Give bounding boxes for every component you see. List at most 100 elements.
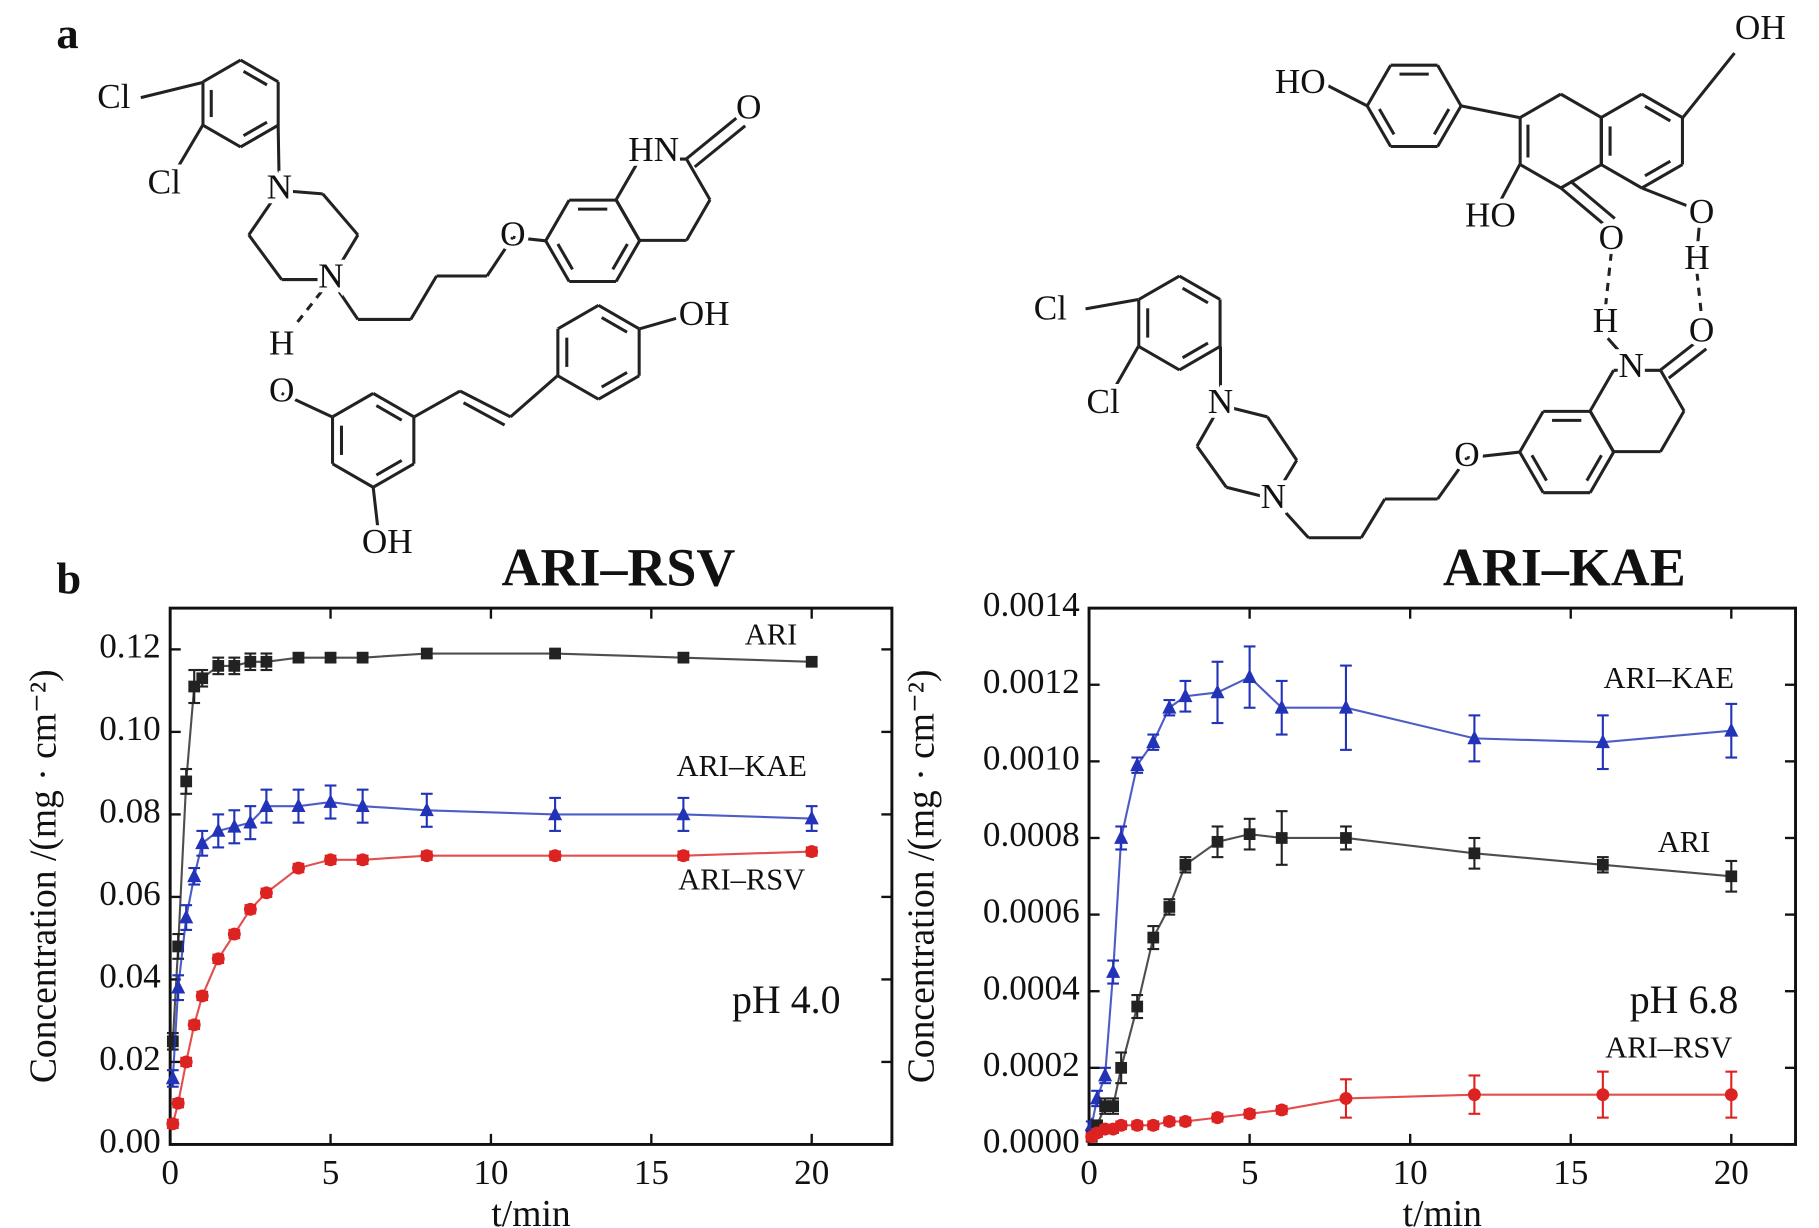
atom-label: OH bbox=[1735, 8, 1786, 47]
bond bbox=[693, 124, 747, 169]
marker bbox=[179, 909, 194, 924]
marker bbox=[1725, 870, 1738, 883]
marker bbox=[1091, 1119, 1103, 1132]
marker bbox=[548, 849, 562, 863]
marker bbox=[676, 849, 690, 863]
bond bbox=[556, 243, 574, 271]
bond bbox=[372, 462, 415, 489]
bond bbox=[1644, 159, 1672, 178]
marker bbox=[195, 989, 209, 1003]
bond bbox=[140, 80, 204, 100]
marker bbox=[1178, 688, 1193, 703]
series-label: ARI–KAE bbox=[676, 749, 806, 783]
marker bbox=[259, 886, 273, 900]
bond bbox=[485, 236, 515, 277]
marker bbox=[259, 797, 274, 813]
marker bbox=[549, 647, 561, 660]
bond bbox=[1085, 297, 1139, 311]
marker bbox=[187, 1018, 201, 1032]
bond bbox=[544, 240, 571, 283]
bond bbox=[329, 234, 360, 281]
y-axis-label: Concentration /(mg · cm⁻²) bbox=[901, 669, 942, 1083]
marker bbox=[1131, 1000, 1144, 1013]
bond bbox=[1559, 186, 1607, 227]
bond bbox=[1436, 64, 1463, 107]
marker bbox=[188, 680, 201, 693]
marker bbox=[805, 655, 818, 668]
bond bbox=[239, 58, 279, 84]
x-tick-label: 0 bbox=[1080, 1153, 1098, 1192]
annotation: pH 6.8 bbox=[1630, 977, 1739, 1022]
marker bbox=[1098, 1067, 1113, 1082]
series-label: ARI–RSV bbox=[678, 863, 805, 897]
marker bbox=[1243, 828, 1256, 841]
atom-label: OH bbox=[679, 294, 730, 333]
data-line bbox=[171, 800, 812, 1079]
bond bbox=[685, 158, 712, 201]
bond bbox=[1360, 498, 1387, 539]
y-tick-label: 0.04 bbox=[99, 957, 161, 996]
marker bbox=[1099, 1100, 1111, 1113]
marker bbox=[1179, 858, 1192, 871]
marker bbox=[291, 797, 306, 813]
data-line bbox=[171, 850, 812, 1125]
marker bbox=[1596, 1088, 1610, 1102]
x-tick-label: 5 bbox=[322, 1153, 340, 1192]
bond bbox=[459, 389, 512, 419]
marker bbox=[420, 849, 434, 863]
marker bbox=[187, 868, 202, 883]
y-tick-label: 0.0010 bbox=[983, 738, 1080, 777]
marker bbox=[1242, 668, 1257, 683]
series-label: ARI–RSV bbox=[1605, 1031, 1732, 1065]
atom-label: H bbox=[1593, 301, 1618, 340]
bond bbox=[413, 389, 461, 419]
y-tick-label: 0.0000 bbox=[983, 1122, 1080, 1161]
atom-label: HN bbox=[628, 130, 679, 169]
marker bbox=[676, 806, 691, 821]
bond bbox=[281, 391, 333, 419]
marker bbox=[227, 927, 241, 941]
atom-label: N bbox=[1261, 477, 1286, 516]
marker bbox=[355, 797, 370, 813]
y-tick-label: 0.06 bbox=[99, 874, 161, 913]
atom-label: HO bbox=[1465, 196, 1516, 235]
marker bbox=[1162, 1115, 1176, 1128]
marker bbox=[244, 655, 257, 668]
marker bbox=[1724, 722, 1739, 737]
atom-label: Cl bbox=[1087, 382, 1120, 421]
marker bbox=[1275, 1103, 1289, 1117]
bond bbox=[557, 304, 600, 331]
plot-frame bbox=[1087, 606, 1797, 1146]
bond bbox=[1272, 497, 1310, 539]
bond bbox=[372, 392, 415, 419]
marker bbox=[1146, 1118, 1160, 1132]
atom-label: Cl bbox=[97, 77, 130, 116]
atom-label: H bbox=[269, 324, 294, 363]
y-tick-label: 0.00 bbox=[99, 1122, 161, 1161]
bond bbox=[279, 188, 323, 196]
bond bbox=[375, 459, 403, 477]
bond bbox=[509, 374, 559, 418]
bond bbox=[512, 235, 546, 243]
data-line bbox=[1090, 675, 1732, 1126]
bond bbox=[239, 123, 279, 149]
marker bbox=[1210, 684, 1225, 699]
bond bbox=[1603, 252, 1613, 308]
atom-label: Cl bbox=[148, 163, 181, 202]
x-tick-label: 10 bbox=[1393, 1153, 1428, 1192]
plot-frame bbox=[168, 606, 894, 1146]
marker bbox=[1340, 832, 1352, 844]
bond bbox=[614, 198, 641, 242]
marker bbox=[1178, 1115, 1192, 1128]
x-tick-label: 15 bbox=[634, 1153, 669, 1192]
marker bbox=[211, 822, 226, 837]
panel-label: a bbox=[56, 8, 78, 58]
bond bbox=[1225, 485, 1274, 501]
bond bbox=[1695, 272, 1704, 318]
marker bbox=[1274, 699, 1289, 714]
atom-label: N bbox=[1619, 346, 1644, 385]
marker bbox=[677, 651, 690, 664]
y-tick-label: 0.10 bbox=[99, 709, 161, 748]
bond bbox=[1519, 163, 1562, 190]
bond bbox=[1432, 108, 1451, 136]
